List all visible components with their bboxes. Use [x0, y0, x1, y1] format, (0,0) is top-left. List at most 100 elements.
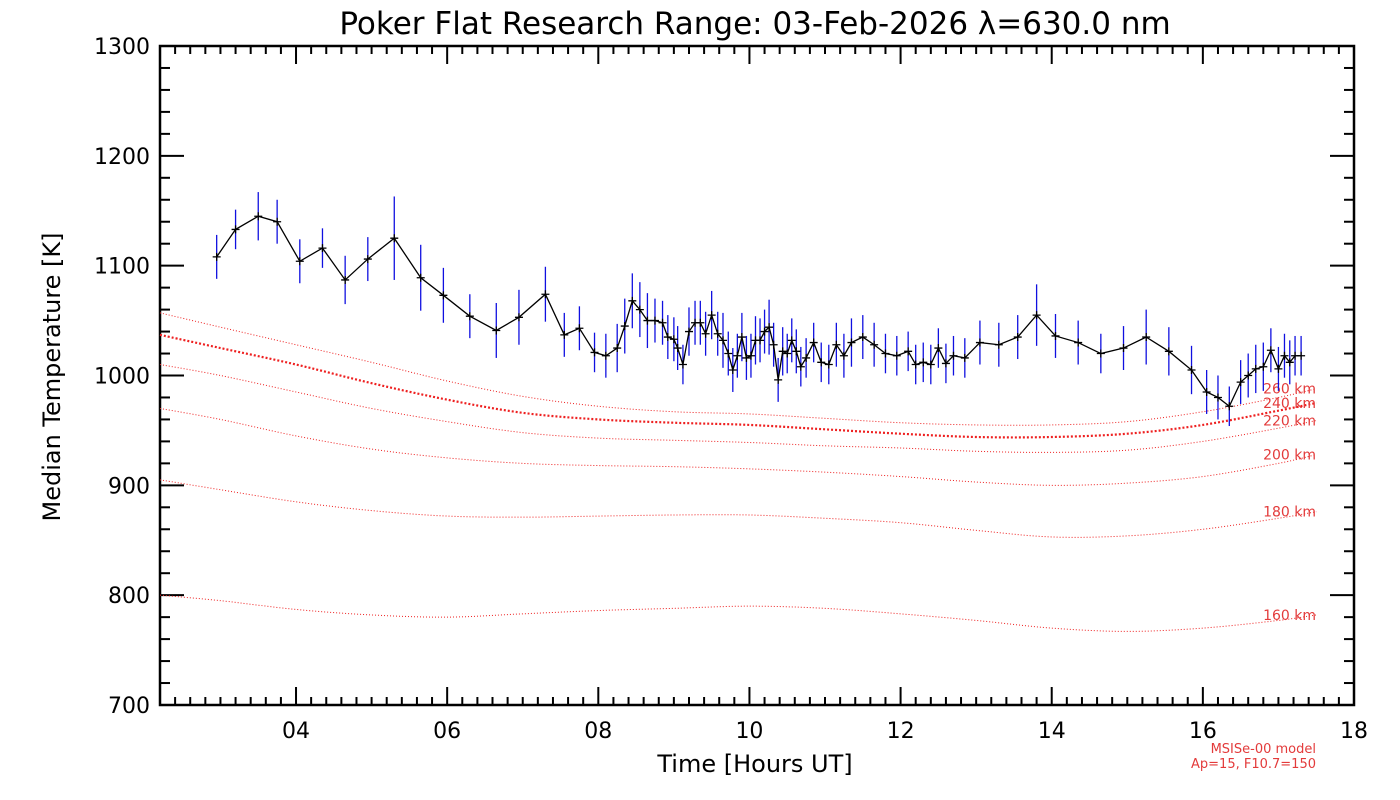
model-curve-260km — [159, 312, 1317, 426]
y-tick-label: 1000 — [94, 365, 150, 390]
data-point — [1051, 331, 1060, 340]
data-point — [926, 360, 935, 369]
data-point — [1013, 333, 1022, 342]
data-point — [787, 336, 796, 345]
data-point — [620, 322, 629, 331]
data-point — [746, 351, 755, 360]
data-point — [724, 349, 733, 358]
data-point — [669, 335, 678, 344]
data-point — [832, 340, 841, 349]
data-point — [341, 275, 350, 284]
data-point — [560, 330, 569, 339]
data-point — [733, 351, 742, 360]
x-tick-label: 16 — [1189, 719, 1217, 744]
data-point — [590, 348, 599, 357]
y-tick-label: 800 — [108, 584, 150, 609]
data-point — [613, 344, 622, 353]
x-tick-label: 10 — [735, 719, 763, 744]
data-point — [870, 340, 879, 349]
data-point — [737, 333, 746, 342]
model-note-line2: Ap=15, F10.7=150 — [1191, 757, 1316, 772]
data-point — [635, 305, 644, 314]
x-tick-label: 04 — [282, 719, 310, 744]
y-tick-label: 1100 — [94, 255, 150, 280]
x-tick-label: 14 — [1038, 719, 1066, 744]
data-point — [1244, 371, 1253, 380]
data-point — [774, 375, 783, 384]
plot-frame — [158, 44, 1356, 707]
x-tick-label: 06 — [433, 719, 461, 744]
x-axis-label: Time [Hours UT] — [656, 750, 852, 778]
data-point — [1202, 387, 1211, 396]
data-point — [318, 244, 327, 253]
model-curve-220km — [159, 364, 1317, 453]
model-label: 260 km — [1263, 382, 1316, 398]
data-point — [1236, 378, 1245, 387]
data-point — [541, 290, 550, 299]
data-point — [492, 326, 501, 335]
data-point — [212, 252, 221, 261]
data-point — [796, 362, 805, 371]
data-point — [994, 340, 1003, 349]
model-label: 200 km — [1263, 448, 1316, 464]
data-point — [231, 225, 240, 234]
data-point — [911, 360, 920, 369]
data-point — [949, 351, 958, 360]
model-label: 180 km — [1263, 505, 1316, 521]
data-point — [975, 338, 984, 347]
data-point — [742, 353, 751, 362]
temperature-line — [216, 215, 1302, 408]
data-point — [728, 366, 737, 375]
data-point — [802, 353, 811, 362]
model-label: 240 km — [1263, 396, 1316, 412]
data-point — [1213, 393, 1222, 402]
data-point — [390, 234, 399, 243]
data-point — [678, 360, 687, 369]
data-point — [643, 316, 652, 325]
x-tick-label: 08 — [584, 719, 612, 744]
data-point — [713, 329, 722, 338]
chart-title: Poker Flat Research Range: 03-Feb-2026 λ… — [339, 6, 1170, 42]
data-point — [707, 311, 716, 320]
y-tick-label: 1200 — [94, 145, 150, 170]
data-point — [650, 316, 659, 325]
data-point — [1251, 364, 1260, 373]
y-axis-label: Median Temperature [K] — [38, 232, 66, 521]
data-point — [273, 217, 282, 226]
data-point — [941, 359, 950, 368]
data-point — [765, 323, 774, 332]
data-point — [760, 327, 769, 336]
data-point — [1119, 344, 1128, 353]
data-point — [1096, 349, 1105, 358]
data-point — [1032, 311, 1041, 320]
data-point — [1266, 346, 1275, 355]
x-tick-label: 18 — [1340, 719, 1368, 744]
data-point — [1285, 358, 1294, 367]
model-curve-240km — [159, 333, 1317, 439]
model-label: 160 km — [1263, 608, 1316, 624]
data-point — [701, 329, 710, 338]
data-point — [1280, 351, 1289, 360]
model-curve-180km — [159, 479, 1317, 538]
data-point — [1164, 347, 1173, 356]
y-tick-label: 900 — [108, 474, 150, 499]
data-point — [1297, 351, 1306, 360]
data-point — [684, 327, 693, 336]
data-point — [295, 257, 304, 266]
model-note-line1: MSISe-00 model — [1211, 742, 1316, 757]
data-point — [1274, 364, 1283, 373]
data-point — [1225, 402, 1234, 411]
model-curve-200km — [159, 407, 1317, 486]
data-point — [601, 351, 610, 360]
data-point — [1259, 362, 1268, 371]
data-point — [254, 212, 263, 221]
data-point — [416, 273, 425, 282]
data-point — [858, 333, 867, 342]
data-point — [809, 338, 818, 347]
data-point — [881, 349, 890, 358]
data-point — [363, 255, 372, 264]
data-point — [658, 318, 667, 327]
model-label: 220 km — [1263, 414, 1316, 430]
data-point — [439, 291, 448, 300]
